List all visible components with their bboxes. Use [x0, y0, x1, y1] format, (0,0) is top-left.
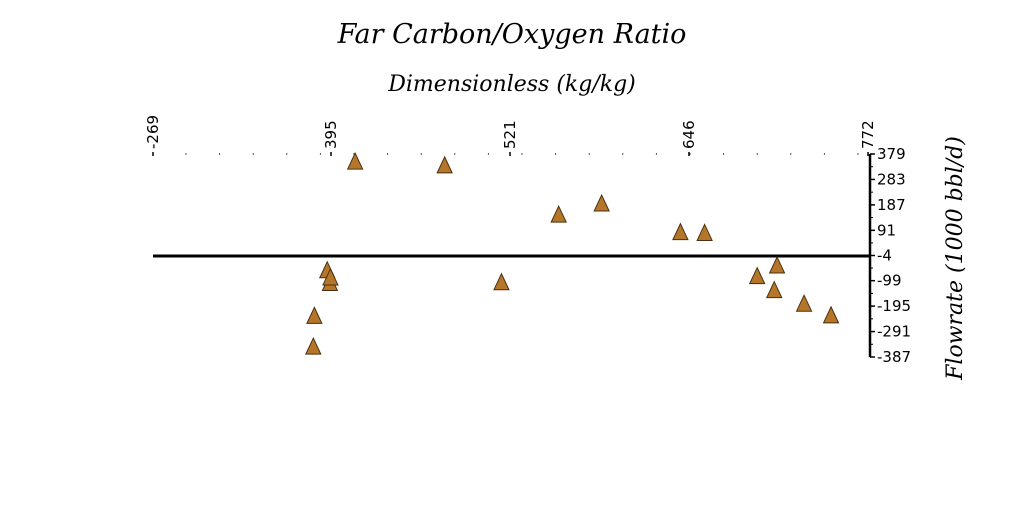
data-point	[322, 267, 339, 286]
data-point	[795, 294, 813, 312]
data-point	[768, 255, 786, 274]
y-tick-label: -387	[877, 348, 911, 366]
x-tick-label: 521	[501, 120, 519, 149]
data-point	[346, 151, 364, 170]
y-tick-label: -4	[877, 247, 892, 265]
data-point	[748, 266, 766, 285]
y-tick-label: 187	[877, 196, 906, 214]
chart-title: Far Carbon/Oxygen Ratio	[337, 19, 687, 50]
data-point	[593, 193, 610, 212]
data-point	[765, 280, 783, 299]
y-tick-label: 283	[877, 170, 906, 188]
x-tick-label: -269	[144, 115, 162, 149]
data-point	[493, 272, 510, 291]
y-tick-label: -195	[877, 297, 911, 315]
y-tick-label: -99	[877, 272, 902, 290]
x-tick-label: 395	[322, 120, 340, 149]
x-tick-label: 772	[859, 120, 877, 149]
data-point	[306, 306, 323, 324]
y-tick-label: -291	[877, 323, 911, 341]
data-point	[550, 204, 567, 223]
y-axis-ticks: 379 283 187 91 -4 -99 -195 -291 -387	[870, 145, 911, 366]
data-point	[305, 336, 322, 355]
x-tick-label: 646	[680, 120, 698, 149]
x-axis-ticks: -269 395 521 646 772	[144, 115, 877, 156]
y-tick-label: 91	[877, 221, 896, 239]
y-tick-label: 379	[877, 145, 906, 163]
data-point	[672, 222, 689, 241]
data-points	[305, 151, 840, 355]
y-axis-label: Flowrate (1000 bbl/d)	[943, 136, 968, 381]
data-point	[696, 223, 713, 241]
x-axis-label: Dimensionless (kg/kg)	[387, 72, 636, 97]
axes	[153, 154, 872, 357]
data-point	[436, 155, 453, 174]
data-point	[822, 305, 840, 324]
